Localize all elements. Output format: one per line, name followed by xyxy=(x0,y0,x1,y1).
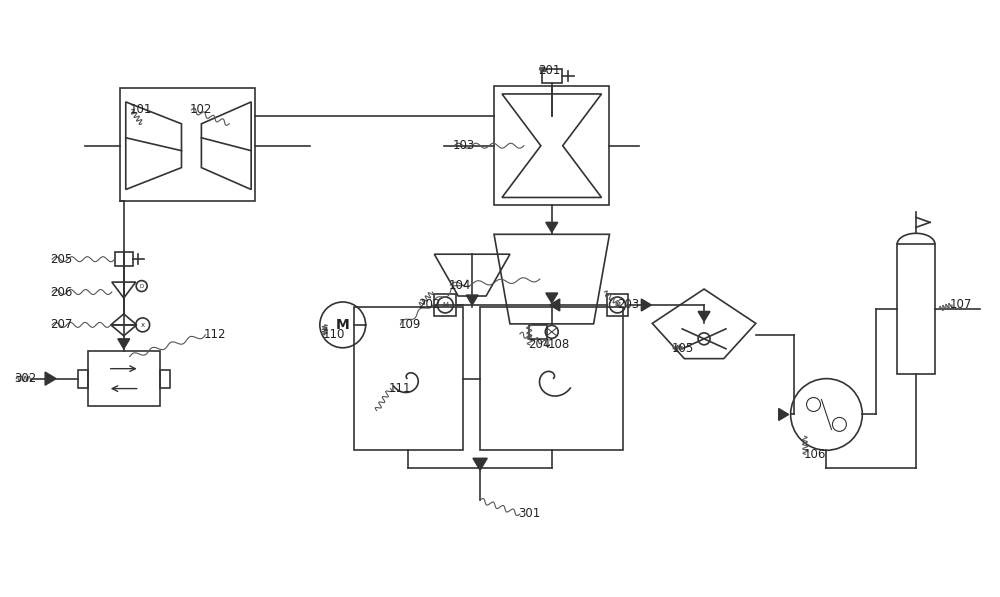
Bar xyxy=(160,370,170,387)
Text: 207: 207 xyxy=(50,318,72,331)
Bar xyxy=(529,325,547,339)
Text: 112: 112 xyxy=(203,328,226,341)
Bar xyxy=(434,294,456,316)
Text: 101: 101 xyxy=(130,103,152,116)
Polygon shape xyxy=(546,293,558,303)
Bar xyxy=(78,370,88,387)
Polygon shape xyxy=(779,408,789,420)
Bar xyxy=(120,88,255,201)
Text: 106: 106 xyxy=(804,448,826,461)
Text: D: D xyxy=(140,284,144,288)
Text: 110: 110 xyxy=(323,328,345,341)
Text: 204: 204 xyxy=(528,338,550,351)
Text: 105: 105 xyxy=(671,342,693,355)
Polygon shape xyxy=(641,299,651,311)
Text: 108: 108 xyxy=(548,338,570,351)
Bar xyxy=(88,351,160,407)
Text: M: M xyxy=(336,318,350,332)
Text: 103: 103 xyxy=(452,139,474,152)
Bar xyxy=(480,307,623,450)
Bar xyxy=(354,307,463,450)
Text: x: x xyxy=(141,322,145,328)
Polygon shape xyxy=(466,295,478,305)
Bar xyxy=(897,244,935,374)
Text: 202: 202 xyxy=(418,298,441,312)
Text: 203: 203 xyxy=(617,298,640,312)
Bar xyxy=(607,294,628,316)
Text: M: M xyxy=(442,302,448,308)
Text: 104: 104 xyxy=(448,279,471,291)
Text: M: M xyxy=(614,302,620,308)
Text: 107: 107 xyxy=(950,298,972,312)
Text: 201: 201 xyxy=(538,63,560,76)
Polygon shape xyxy=(550,299,560,311)
Text: 109: 109 xyxy=(398,318,421,331)
Polygon shape xyxy=(118,339,130,349)
Text: 301: 301 xyxy=(518,507,540,521)
Polygon shape xyxy=(546,222,558,232)
Polygon shape xyxy=(698,312,710,321)
Polygon shape xyxy=(473,458,487,470)
Text: 102: 102 xyxy=(189,103,212,116)
Text: 302: 302 xyxy=(14,372,37,385)
Bar xyxy=(494,86,609,205)
Text: 206: 206 xyxy=(50,285,72,298)
Bar xyxy=(115,252,133,266)
Text: 111: 111 xyxy=(389,382,411,395)
Text: 205: 205 xyxy=(50,253,72,266)
Polygon shape xyxy=(45,372,56,385)
Bar xyxy=(542,69,562,83)
